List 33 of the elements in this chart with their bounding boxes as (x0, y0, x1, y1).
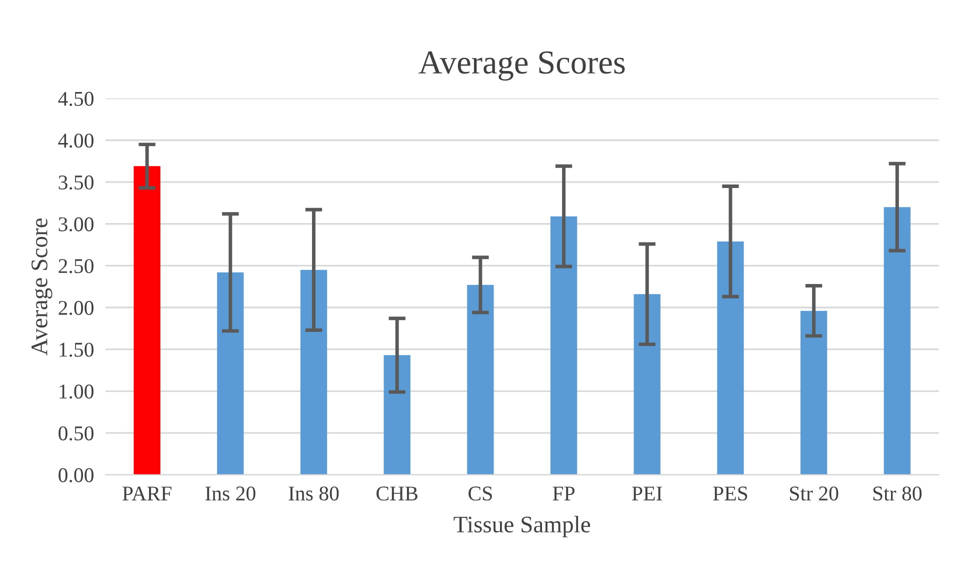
bar (634, 294, 660, 475)
x-tick-label: CHB (376, 486, 418, 501)
y-tick-label: 3.50 (58, 175, 94, 190)
y-tick-label: 1.50 (60, 342, 94, 357)
bar (384, 355, 410, 475)
x-tick-label: Ins 20 (205, 486, 256, 501)
y-tick-label: 2.00 (58, 300, 94, 316)
chart-title: Average Scores (418, 51, 625, 81)
y-tick-label: 0.50 (58, 426, 94, 440)
bar (467, 284, 494, 475)
y-tick-label: 4.50 (58, 92, 94, 106)
x-tick-label: Str 20 (790, 486, 838, 501)
y-tick-label: 4.00 (58, 134, 94, 148)
x-axis-title: Tissue Sample (454, 516, 590, 538)
x-tick-label: PARF (122, 486, 172, 500)
y-axis-title: Average Score (32, 218, 52, 356)
y-tick-label: 1.00 (60, 384, 94, 399)
bar (300, 270, 328, 475)
bar (134, 166, 160, 475)
bar (800, 310, 828, 475)
x-tick-label: PES (713, 486, 748, 501)
x-tick-label: Ins 80 (288, 486, 339, 501)
x-tick-label: FP (552, 486, 575, 500)
bar (717, 241, 744, 475)
y-tick-label: 2.50 (58, 259, 94, 274)
y-tick-label: 3.00 (58, 217, 94, 232)
x-tick-label: PEI (632, 486, 662, 500)
bar (217, 272, 244, 475)
bar (884, 207, 910, 475)
bar (550, 216, 578, 475)
x-tick-label: Str 80 (873, 486, 922, 501)
y-tick-label: 0.00 (58, 468, 94, 482)
x-tick-label: CS (468, 486, 492, 501)
